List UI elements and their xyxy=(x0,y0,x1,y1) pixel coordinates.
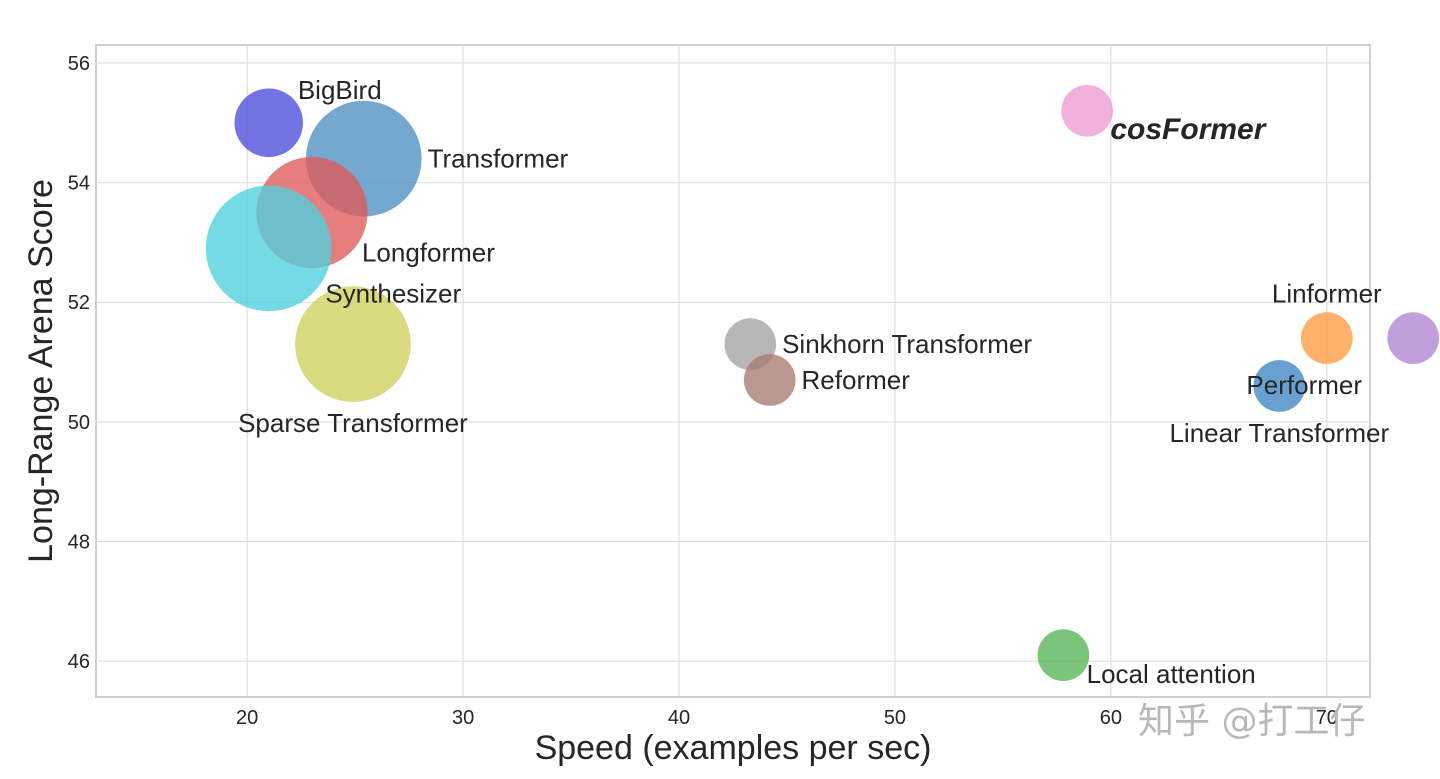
y-tick-label: 48 xyxy=(68,531,90,553)
label-performer: Performer xyxy=(1246,370,1362,400)
point-sparse-transformer xyxy=(295,286,411,402)
y-tick-label: 56 xyxy=(68,53,90,75)
label-sparse-transformer: Sparse Transformer xyxy=(238,408,468,438)
label-transformer: Transformer xyxy=(428,144,569,174)
y-tick-label: 52 xyxy=(68,292,90,314)
watermark: 知乎 @打工仔 xyxy=(1138,701,1365,742)
point-bigbird xyxy=(234,88,303,158)
y-tick-label: 54 xyxy=(68,173,90,195)
label-linear-transformer: Linear Transformer xyxy=(1169,418,1389,448)
x-tick-label: 30 xyxy=(452,707,474,729)
point-local-attention xyxy=(1037,629,1090,681)
x-tick-label: 60 xyxy=(1100,707,1122,729)
point-cosformer xyxy=(1061,84,1113,137)
x-tick-label: 50 xyxy=(884,707,906,729)
y-tick-label: 50 xyxy=(68,412,90,434)
label-cosformer: cosFormer xyxy=(1110,113,1267,146)
grid xyxy=(96,45,1370,697)
x-tick-label: 20 xyxy=(236,707,258,729)
point-linear-transformer xyxy=(1253,360,1306,412)
label-longformer: Longformer xyxy=(362,237,495,267)
point-performer xyxy=(1387,312,1440,364)
x-tick-label: 40 xyxy=(668,707,690,729)
label-synthesizer: Synthesizer xyxy=(325,278,461,308)
tick-labels: 20 30 40 50 60 70 46 48 50 52 54 56 xyxy=(68,53,1338,729)
label-linformer: Linformer xyxy=(1272,278,1382,308)
label-reformer: Reformer xyxy=(802,365,911,395)
point-synthesizer xyxy=(205,185,332,312)
y-tick-label: 46 xyxy=(68,651,90,673)
data-points xyxy=(205,84,1440,681)
point-linformer xyxy=(1300,312,1353,364)
label-bigbird: BigBird xyxy=(298,75,382,105)
y-axis-label: Long-Range Arena Score xyxy=(22,179,60,563)
point-labels: BigBird Transformer Longformer Synthesizer S… xyxy=(238,75,1389,689)
label-sinkhorn-transformer: Sinkhorn Transformer xyxy=(782,329,1032,359)
x-axis-label: Speed (examples per sec) xyxy=(535,729,932,767)
point-reformer xyxy=(743,354,796,406)
x-tick-label: 70 xyxy=(1316,707,1338,729)
label-local-attention: Local attention xyxy=(1087,659,1256,689)
